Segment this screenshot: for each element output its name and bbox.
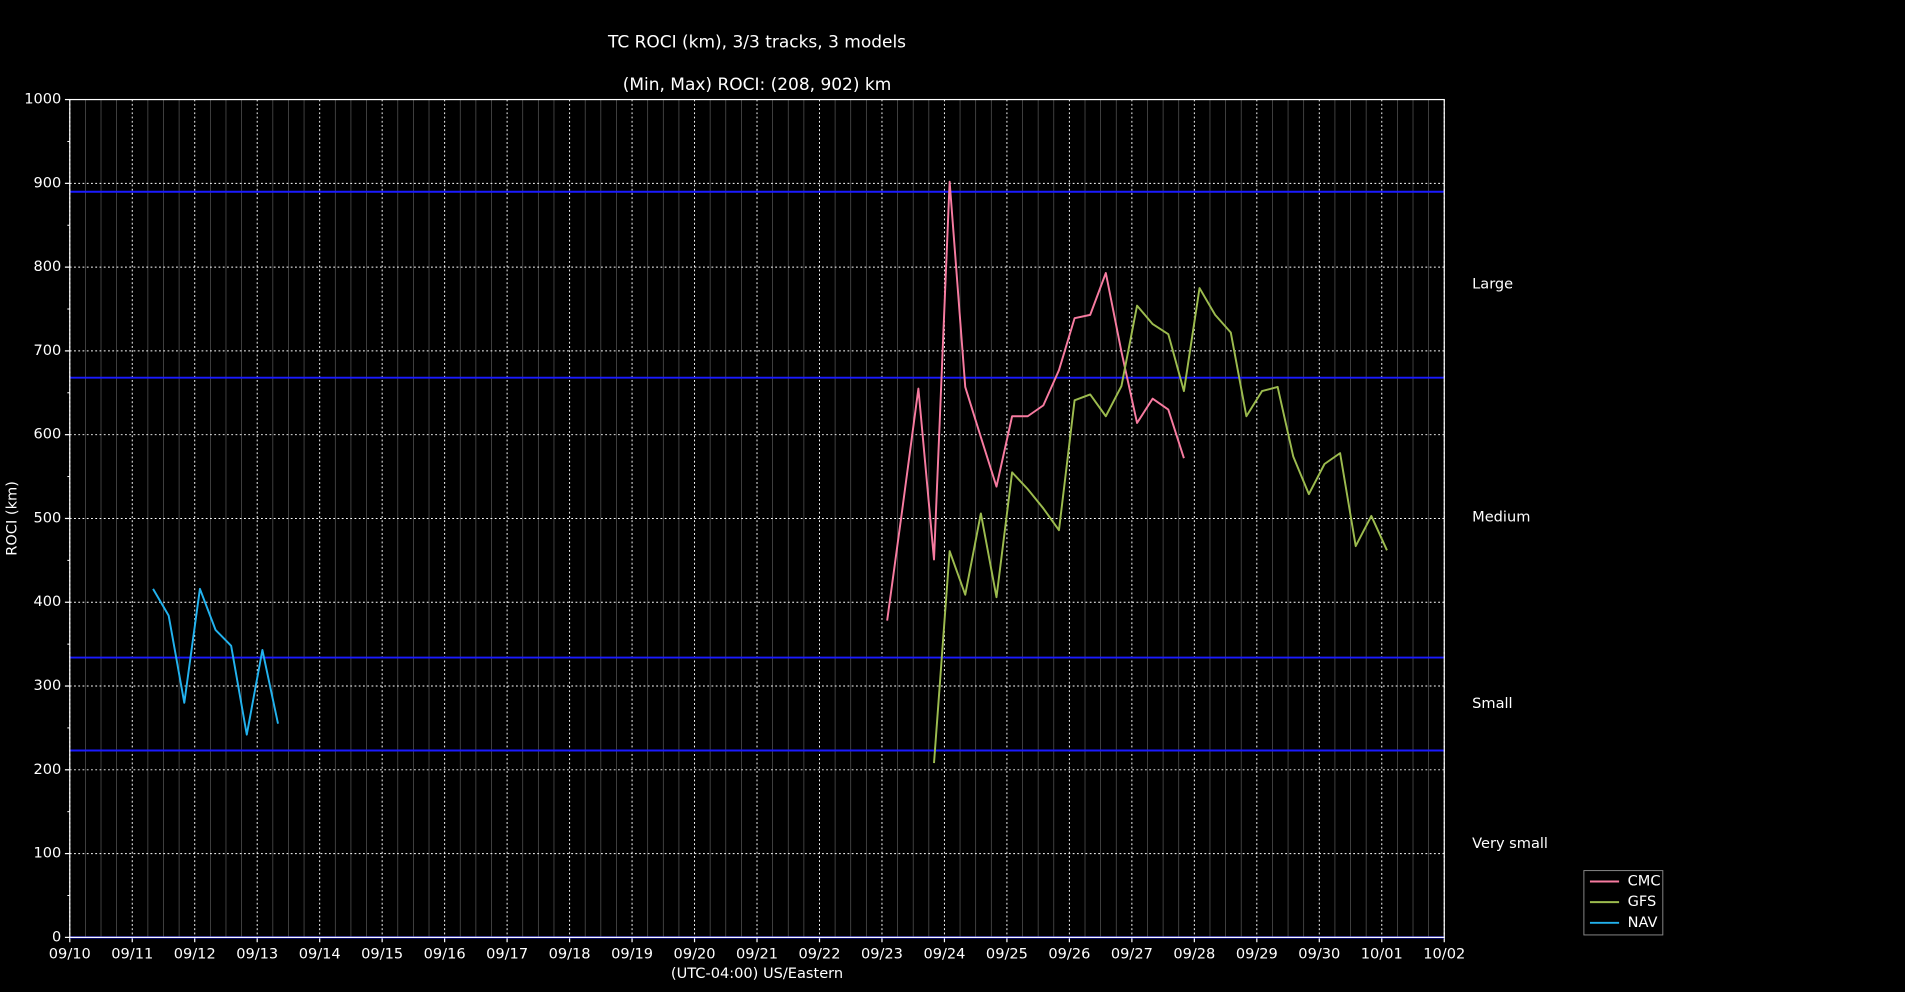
x-tick-label: 09/18 [549,945,591,962]
x-tick-label: 09/11 [111,945,153,962]
x-tick-label: 09/13 [236,945,278,962]
y-tick-label: 800 [33,258,61,275]
x-tick-label: 09/21 [736,945,778,962]
x-tick-label: 09/22 [799,945,841,962]
series-line [152,587,279,736]
chart-title: TC ROCI (km), 3/3 tracks, 3 models [607,32,906,52]
y-tick-label: 700 [33,342,61,359]
series-line [886,180,1185,621]
x-tick-label: 09/20 [674,945,716,962]
y-tick-label: 300 [33,677,61,694]
plot-frame [69,98,1445,938]
x-tick-label: 09/29 [1236,945,1278,962]
x-tick-label: 09/28 [1173,945,1215,962]
y-tick-label: 200 [33,761,61,778]
y-tick-label: 100 [33,845,61,862]
threshold-label: Medium [1472,509,1530,526]
y-tick-label: 400 [33,593,61,610]
x-tick-label: 09/24 [923,945,965,962]
series-line [933,287,1388,764]
legend-label: NAV [1628,914,1658,931]
x-tick-label: 10/02 [1423,945,1465,962]
x-tick-label: 09/14 [299,945,341,962]
x-tick-label: 09/27 [1111,945,1153,962]
x-tick-label: 09/16 [424,945,466,962]
threshold-label: Very small [1472,835,1548,852]
x-axis-label: (UTC-04:00) US/Eastern [671,965,843,982]
legend-label: GFS [1628,893,1657,910]
y-tick-label: 0 [52,928,61,945]
legend-label: CMC [1628,873,1661,890]
threshold-label: Large [1472,276,1513,293]
x-tick-label: 09/30 [1298,945,1340,962]
y-tick-label: 500 [33,509,61,526]
y-tick-label: 600 [33,426,61,443]
x-tick-label: 09/15 [361,945,403,962]
chart-subtitle: (Min, Max) ROCI: (208, 902) km [623,75,892,95]
threshold-label: Small [1472,695,1512,712]
x-tick-label: 09/23 [861,945,903,962]
x-tick-label: 09/19 [611,945,653,962]
y-axis-label: ROCI (km) [4,481,21,556]
x-tick-label: 09/12 [174,945,216,962]
y-tick-label: 900 [33,174,61,191]
x-tick-label: 09/10 [49,945,91,962]
x-tick-label: 10/01 [1361,945,1403,962]
x-tick-label: 09/25 [986,945,1028,962]
y-tick-label: 1000 [24,91,61,108]
x-tick-label: 09/17 [486,945,528,962]
x-tick-label: 09/26 [1048,945,1090,962]
